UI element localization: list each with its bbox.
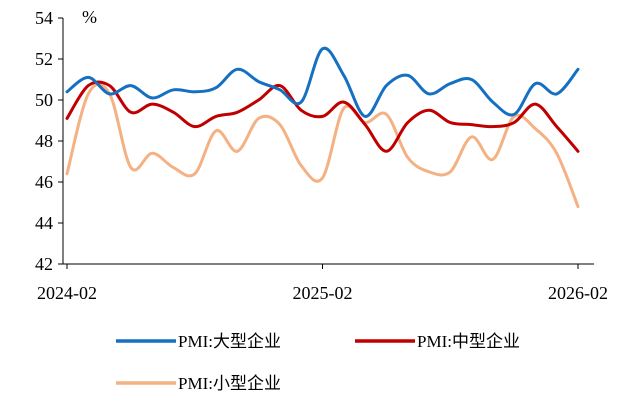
legend-label-large-enterprise: PMI:大型企业 <box>178 332 281 351</box>
y-tick-label: 46 <box>35 172 53 192</box>
series-line-medium-enterprise <box>65 80 580 153</box>
y-unit-label: % <box>82 7 97 27</box>
y-tick-label: 48 <box>35 131 53 151</box>
y-tick-label: 54 <box>35 8 53 28</box>
legend: PMI:大型企业 PMI:中型企业 PMI:小型企业 <box>116 332 520 393</box>
x-tick-label: 2025-02 <box>293 283 353 303</box>
legend-label-small-enterprise: PMI:小型企业 <box>178 374 281 393</box>
legend-label-medium-enterprise: PMI:中型企业 <box>417 332 520 351</box>
series-line-large-enterprise <box>65 46 580 118</box>
series-line-small-enterprise <box>65 82 580 209</box>
series-lines <box>65 46 580 209</box>
y-tick-label: 42 <box>35 254 53 274</box>
y-tick-label: 44 <box>35 213 53 233</box>
y-tick-label: 50 <box>35 90 53 110</box>
x-tick-label: 2026-02 <box>548 283 608 303</box>
x-ticks: 2024-02 2025-02 2026-02 <box>37 264 608 303</box>
y-ticks: 42 44 46 48 50 52 54 <box>35 8 63 274</box>
y-tick-label: 52 <box>35 49 53 69</box>
x-tick-label: 2024-02 <box>37 283 97 303</box>
axes <box>62 18 594 265</box>
